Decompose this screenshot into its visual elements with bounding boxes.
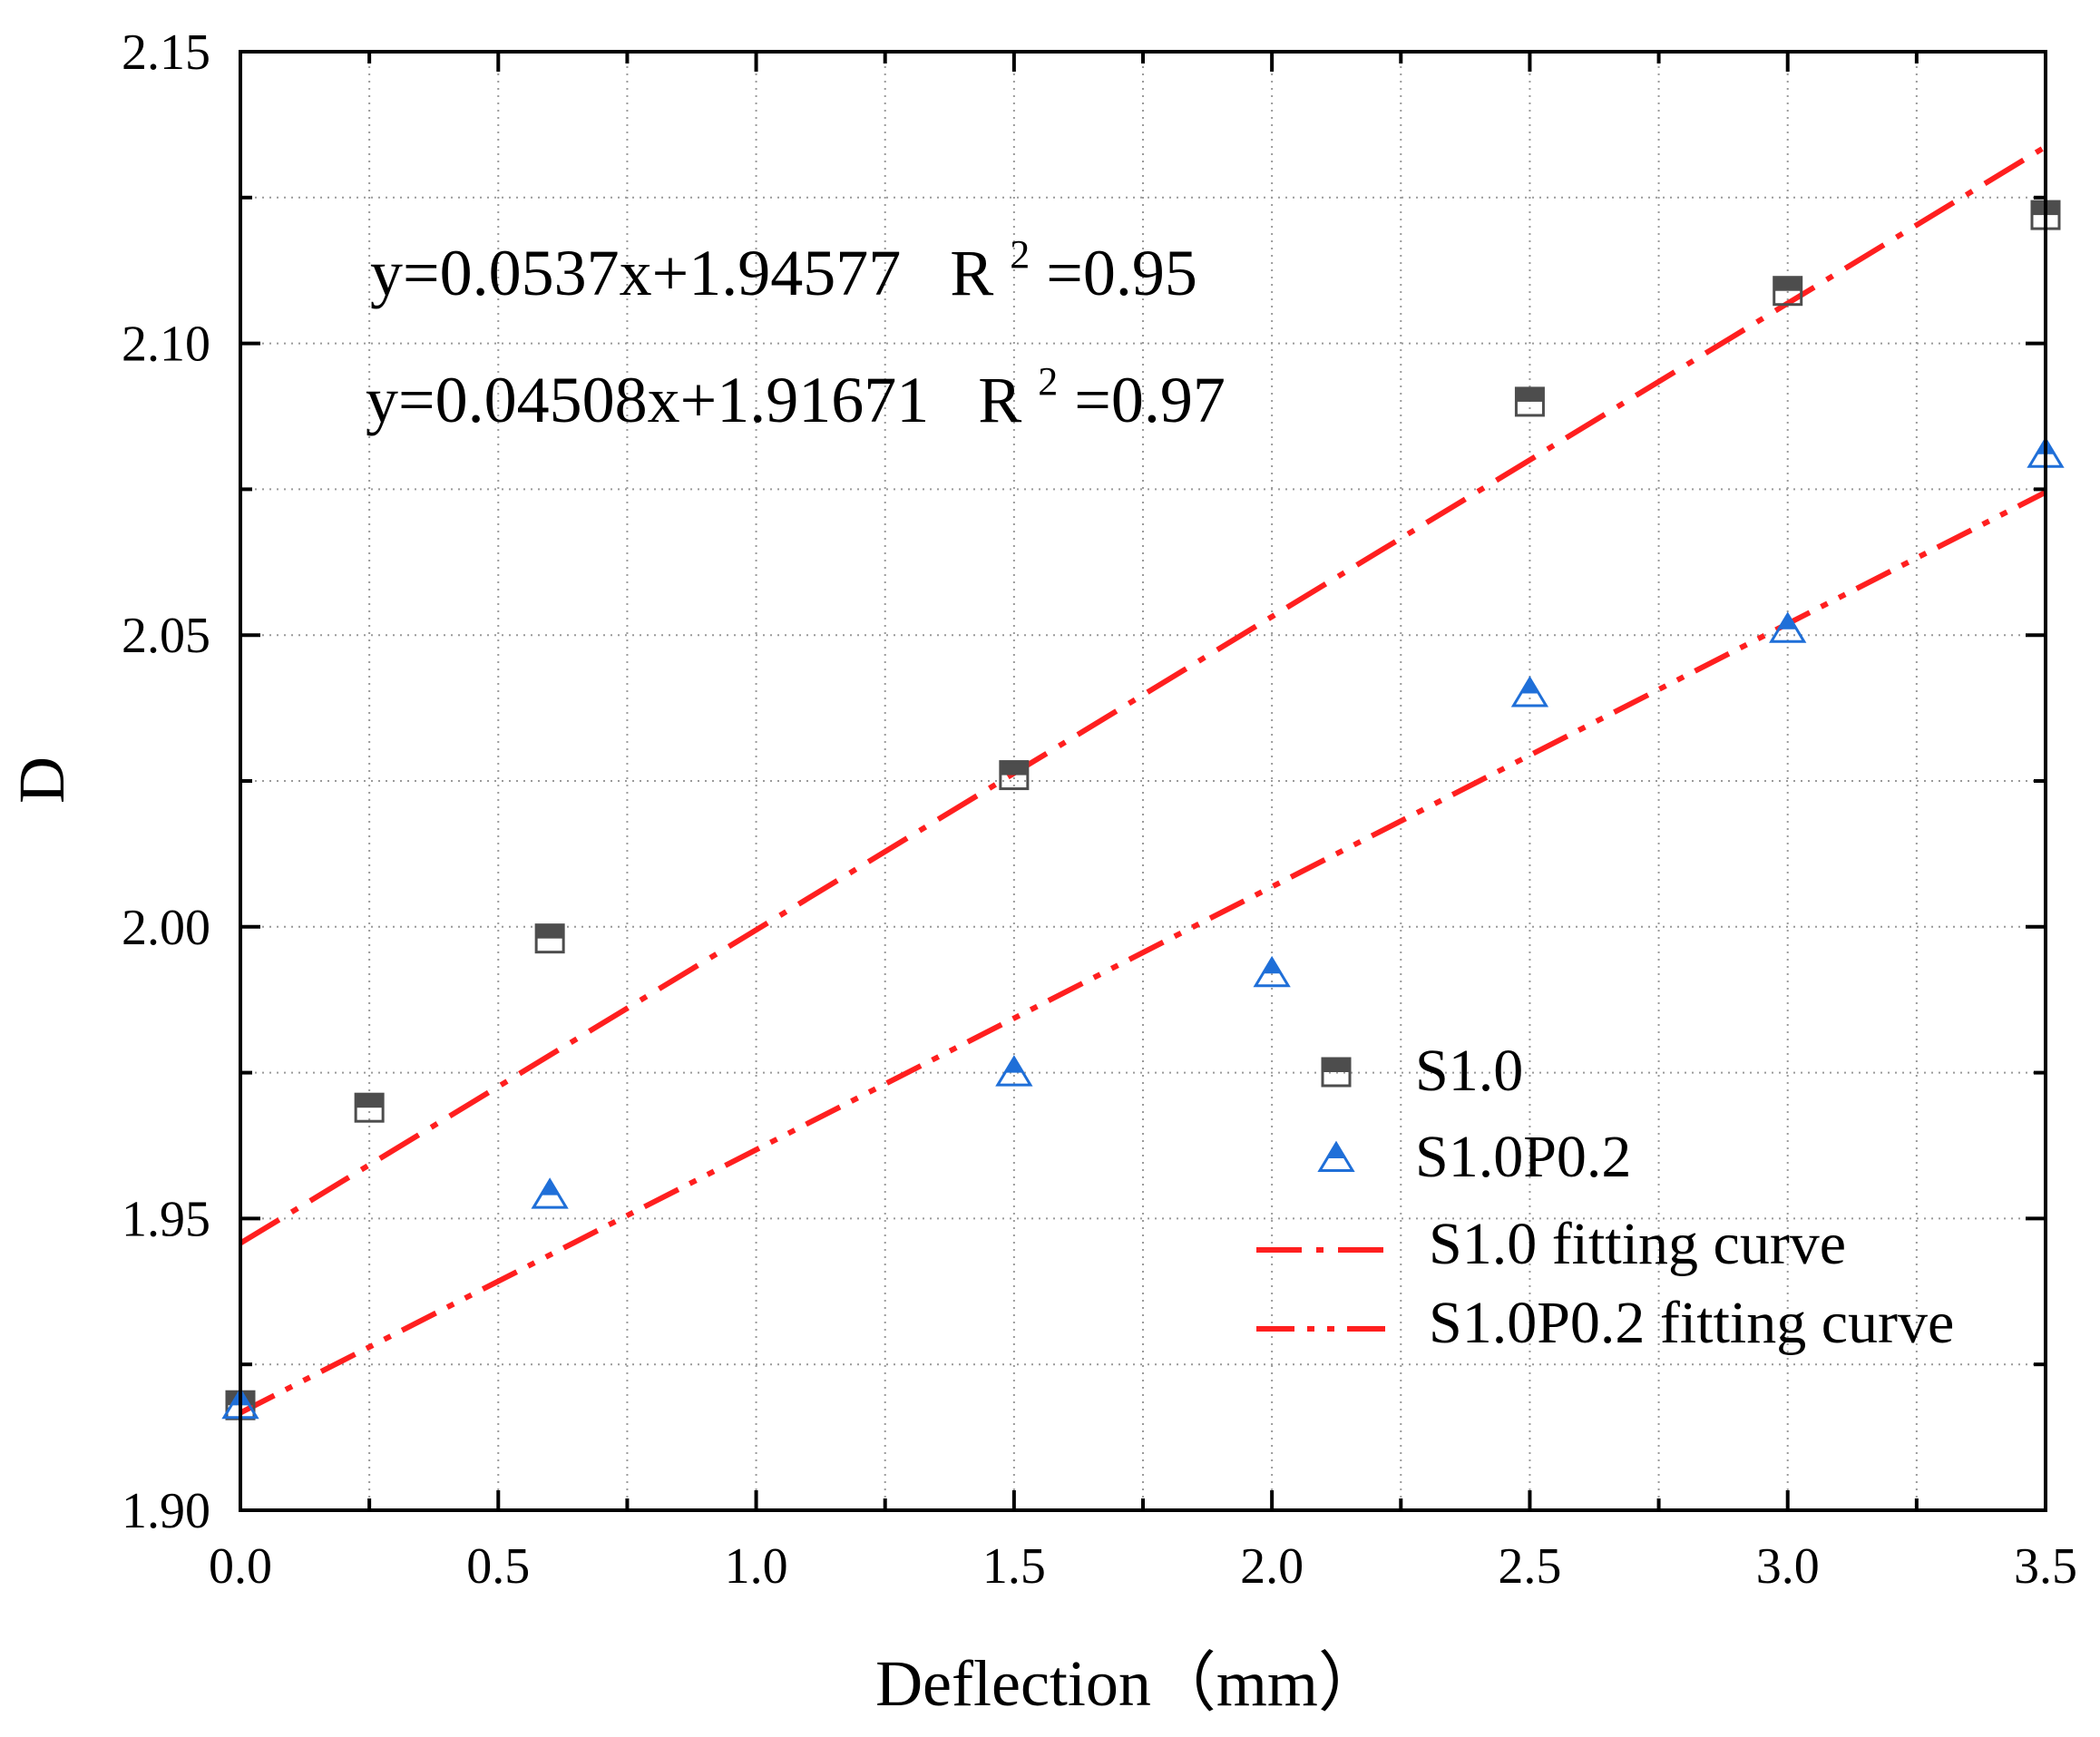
equation-s1-0p0-2-r-label: R (978, 364, 1021, 436)
x-tick-label: 0.5 (466, 1538, 530, 1595)
x-tick-label: 3.0 (1756, 1538, 1820, 1595)
equation-s1-0-r-value: =0.95 (1046, 237, 1197, 309)
x-tick-label: 2.0 (1240, 1538, 1304, 1595)
legend-square-marker (1321, 1057, 1352, 1088)
point-s1-0p0-2 (995, 1055, 1033, 1087)
y-tick-label: 2.00 (122, 900, 210, 956)
y-tick-label: 2.05 (122, 608, 210, 664)
equation-s1-0: y=0.0537x+1.94577 R 2 =0.95 (370, 210, 1197, 309)
legend-label-s1-0: S1.0 (1415, 1038, 1523, 1104)
point-s1-0p0-2 (1510, 676, 1549, 707)
point-s1-0 (354, 1092, 385, 1123)
point-s1-0p0-2 (1769, 611, 1807, 643)
x-axis-title: Deflection（mm） (875, 1647, 1383, 1720)
equation-s1-0-formula: y=0.0537x+1.94577 (370, 237, 901, 309)
point-s1-0 (1773, 276, 1803, 307)
y-tick-label: 2.15 (122, 24, 210, 81)
legend-marker-s1-0p0-2 (1317, 1140, 1355, 1172)
legend-label-s1-0p0-2-fit: S1.0P0.2 fitting curve (1429, 1290, 1954, 1356)
fit-lines (239, 144, 2047, 1416)
point-s1-0p0-2 (1253, 955, 1291, 988)
x-tick-label: 3.5 (2014, 1538, 2077, 1595)
x-tick-label: 1.0 (725, 1538, 788, 1595)
fit-line-1 (239, 490, 2047, 1416)
legend-label-s1-0-fit: S1.0 fitting curve (1429, 1211, 1846, 1277)
legend: S1.0 S1.0P0.2 S1.0 fitting curve S1.0P0.… (1256, 1038, 1954, 1356)
legend-label-s1-0p0-2: S1.0P0.2 (1415, 1124, 1631, 1190)
equation-s1-0p0-2-formula: y=0.04508x+1.91671 (366, 364, 929, 436)
fit-line-0 (239, 144, 2047, 1246)
point-s1-0p0-2 (531, 1177, 569, 1209)
x-tick-label: 2.5 (1498, 1538, 1561, 1595)
equation-s1-0-r-sup: 2 (1010, 232, 1030, 277)
data-points (221, 200, 2065, 1420)
point-s1-0 (534, 923, 565, 954)
equation-s1-0p0-2: y=0.04508x+1.91671 R 2 =0.97 (366, 337, 1226, 436)
point-s1-0 (999, 760, 1030, 791)
y-tick-label: 1.90 (122, 1483, 210, 1539)
ticks: 0.0 0.5 1.0 1.5 2.0 2.5 3.0 3.5 1.90 1.95 2.00 2.05… (122, 24, 2077, 1595)
x-tick-label: 1.5 (982, 1538, 1046, 1595)
equation-s1-0p0-2-r-sup: 2 (1038, 359, 1058, 404)
point-s1-0 (1514, 386, 1545, 417)
legend-triangle-marker (1317, 1140, 1355, 1172)
y-axis-title: D (5, 756, 78, 804)
equation-s1-0p0-2-r-value: =0.97 (1074, 364, 1226, 436)
equation-s1-0-r-label: R (950, 237, 993, 309)
x-tick-label: 0.0 (209, 1538, 272, 1595)
y-tick-label: 1.95 (122, 1191, 210, 1247)
equations: y=0.0537x+1.94577 R 2 =0.95 y=0.04508x+1… (366, 210, 1226, 436)
y-tick-label: 2.10 (122, 317, 210, 373)
legend-marker-s1-0 (1321, 1057, 1352, 1088)
